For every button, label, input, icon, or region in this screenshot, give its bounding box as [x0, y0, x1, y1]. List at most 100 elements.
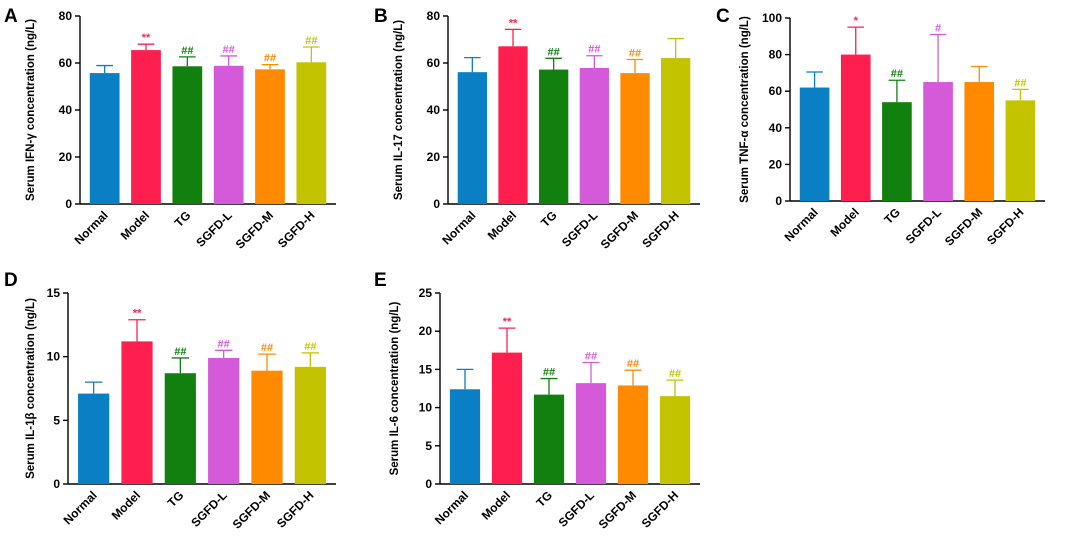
x-tick-label: SGFD-M [233, 208, 276, 251]
y-tick-label: 0 [775, 194, 782, 208]
significance-marker: ## [543, 367, 555, 379]
y-tick-label: 0 [425, 477, 432, 491]
y-tick-label: 40 [59, 103, 73, 117]
bar-sgfd-m [617, 385, 649, 484]
x-tick-label: Normal [432, 488, 471, 527]
x-tick-label: TG [538, 208, 560, 230]
y-tick-label: 20 [769, 157, 783, 171]
y-tick-label: 15 [47, 286, 61, 300]
x-tick-label: Model [109, 488, 143, 522]
significance-marker: ** [133, 308, 142, 320]
panel-a: A Serum IFN-γ concentration (ng/L) 0 20 40 60… [4, 6, 336, 252]
y-axis-label: Serum IFN-γ concentration (ng/L) [25, 19, 37, 201]
significance-marker: * [854, 15, 859, 27]
y-tick-label: 20 [427, 150, 441, 164]
y-tick-label: 60 [59, 56, 73, 70]
y-tick-label: 10 [419, 401, 433, 415]
x-tick-label: SGFD-H [639, 208, 681, 250]
x-tick-label: Model [827, 205, 861, 239]
x-tick-label: TG [165, 488, 187, 510]
y-tick-label: 5 [425, 439, 432, 453]
bar-sgfd-h [659, 396, 691, 484]
bar-model [840, 54, 871, 201]
bar-sgfd-h [296, 62, 327, 204]
x-tick-label: SGFD-H [639, 488, 681, 530]
y-tick-label: 15 [419, 362, 433, 376]
y-tick-label: 100 [762, 11, 782, 25]
x-tick-label: SGFD-M [230, 488, 273, 531]
bar-sgfd-h [1005, 100, 1036, 201]
y-tick-label: 20 [419, 324, 433, 338]
significance-marker: ## [264, 53, 276, 65]
bar-sgfd-h [661, 58, 691, 204]
x-tick-label: SGFD-H [274, 488, 316, 530]
significance-marker: ## [305, 35, 317, 47]
y-axis-label: Serum TNF-α concentration (ng/L) [739, 16, 751, 203]
bar-tg [882, 102, 912, 201]
x-tick-label: SGFD-L [188, 488, 229, 529]
bar-normal [449, 389, 481, 484]
panel-letter: C [716, 6, 730, 27]
bar-model [131, 50, 161, 205]
bar-normal [457, 72, 487, 204]
panel-letter: E [374, 270, 387, 291]
panel-letter: A [4, 6, 18, 27]
x-tick-label: TG [533, 488, 555, 510]
y-tick-label: 60 [427, 56, 441, 70]
significance-marker: # [935, 22, 941, 34]
bar-sgfd-l [575, 383, 607, 484]
significance-marker: ## [223, 44, 235, 56]
bar-tg [164, 373, 196, 484]
y-tick-label: 25 [419, 286, 433, 300]
bar-sgfd-m [964, 82, 995, 201]
bar-sgfd-m [251, 370, 283, 484]
panel-c: C Serum TNF-α concentration (ng/L) 0 20 40 60… [716, 6, 1045, 249]
y-tick-label: 80 [769, 48, 783, 62]
x-tick-label: Model [118, 208, 152, 242]
y-tick-label: 10 [47, 350, 61, 364]
x-tick-label: Model [479, 488, 513, 522]
significance-marker: ## [181, 45, 193, 57]
y-tick-label: 0 [53, 477, 60, 491]
significance-marker: ## [304, 341, 316, 353]
x-tick-label: SGFD-L [559, 208, 600, 249]
bar-normal [78, 393, 110, 484]
bar-tg [172, 66, 203, 204]
significance-marker: ** [509, 17, 518, 29]
x-tick-label: SGFD-L [556, 488, 597, 529]
x-tick-label: Normal [782, 205, 821, 244]
x-tick-label: SGFD-H [984, 205, 1026, 247]
panel-d: D Serum IL-1β concentration (ng/L) 0 5 10 15 N… [4, 270, 336, 532]
x-tick-label: Normal [439, 208, 478, 247]
bar-sgfd-l [923, 82, 953, 201]
bar-sgfd-l [213, 65, 244, 204]
significance-marker: ## [891, 68, 903, 80]
bar-sgfd-m [620, 73, 650, 204]
bar-model [121, 341, 153, 484]
y-tick-label: 5 [53, 413, 60, 427]
y-tick-label: 0 [433, 197, 440, 211]
x-tick-label: SGFD-L [903, 205, 944, 246]
significance-marker: ## [669, 368, 681, 380]
significance-marker: ## [588, 44, 600, 56]
significance-marker: ## [548, 46, 560, 58]
x-tick-label: SGFD-H [275, 208, 317, 250]
significance-marker: ## [629, 47, 641, 59]
bar-normal [799, 87, 830, 201]
bar-tg [533, 394, 565, 484]
x-tick-label: Normal [72, 208, 111, 247]
bar-model [498, 46, 528, 204]
y-tick-label: 0 [65, 197, 72, 211]
significance-marker: ## [174, 346, 186, 358]
panel-b: B Serum IL-17 concentration (ng/L) 0 20 40 60… [374, 6, 700, 252]
significance-marker: ** [142, 32, 151, 44]
x-tick-label: TG [172, 208, 194, 230]
bar-sgfd-l [579, 67, 609, 204]
significance-marker: ** [503, 316, 512, 328]
x-tick-label: SGFD-M [942, 205, 985, 248]
y-tick-label: 80 [427, 9, 441, 23]
significance-marker: ## [218, 338, 230, 350]
x-tick-label: Normal [61, 488, 100, 527]
